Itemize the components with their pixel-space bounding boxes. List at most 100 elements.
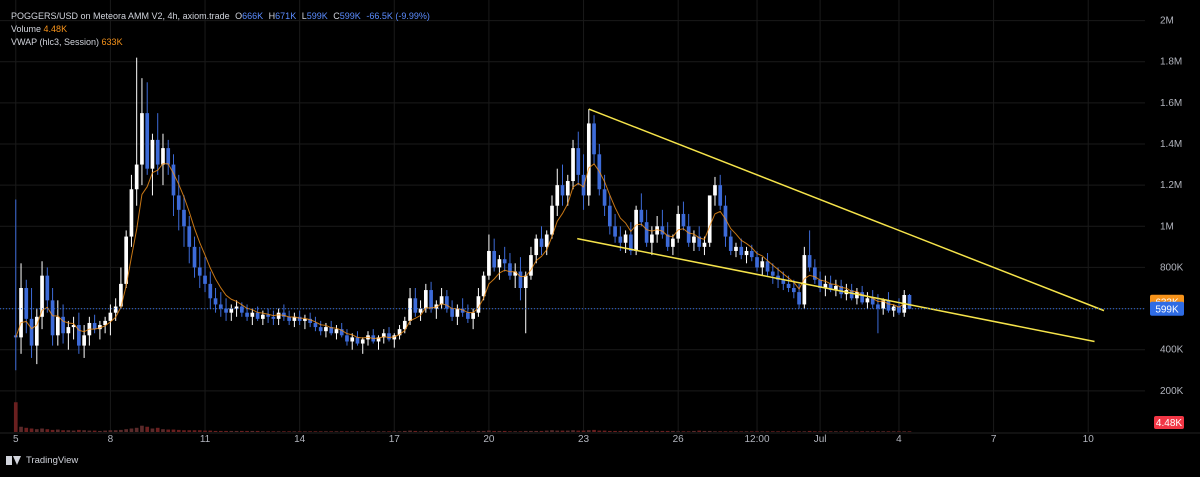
volume-label[interactable]: Volume: [11, 24, 42, 34]
volume-bar: [534, 430, 539, 432]
volume-bar: [324, 431, 328, 432]
candle-body: [455, 308, 460, 317]
open-value: 666K: [242, 11, 264, 21]
y-tick-label: 1M: [1160, 221, 1174, 232]
candle-body: [413, 298, 418, 313]
candle-body: [108, 312, 113, 321]
volume-bar: [492, 430, 497, 432]
candle-body: [192, 246, 197, 268]
volume-bar: [660, 430, 665, 432]
volume-bar: [29, 428, 34, 432]
volume-bar: [329, 431, 334, 432]
candle-body: [397, 329, 402, 336]
candle-body: [155, 139, 160, 165]
volume-bar: [82, 430, 86, 432]
candle-body: [634, 209, 638, 251]
volume-bar: [529, 430, 533, 432]
candle-body: [408, 298, 412, 321]
x-tick-label: 20: [483, 434, 495, 445]
volume-bar: [455, 431, 460, 432]
candle-body: [113, 306, 118, 313]
volume-bar: [92, 430, 97, 432]
candle-body: [439, 296, 444, 305]
candle-body: [318, 327, 323, 332]
candle-body: [402, 320, 407, 330]
volume-bar: [124, 429, 129, 432]
candle-body: [502, 259, 507, 264]
candle-body: [203, 275, 207, 284]
volume-bar: [450, 431, 454, 432]
candle-body: [376, 337, 381, 342]
candle-body: [140, 113, 144, 165]
candle-body: [529, 255, 533, 276]
volume-bar: [681, 431, 686, 432]
volume-bar: [613, 430, 617, 432]
low-label: L: [301, 11, 307, 21]
volume-bar: [471, 431, 475, 432]
volume-bar: [723, 431, 728, 432]
grid: [0, 0, 1145, 432]
volume-bar: [360, 431, 365, 432]
volume-bar: [429, 430, 433, 432]
volume-bar: [676, 431, 681, 432]
volume-bar: [66, 430, 71, 432]
volume-bar: [213, 430, 218, 432]
candle-body: [324, 327, 328, 332]
candle-body: [655, 226, 659, 235]
volume-bar: [334, 431, 339, 432]
volume-bar: [629, 430, 633, 432]
volume-bar: [870, 431, 875, 432]
candle-body: [770, 271, 775, 276]
volume-bar: [749, 431, 754, 432]
volume-bar: [897, 431, 901, 432]
candle-body: [381, 333, 386, 338]
volume-bar: [129, 428, 134, 432]
candle-body: [339, 329, 344, 336]
volume-bar: [755, 431, 759, 432]
volume-bar: [255, 430, 260, 432]
candle-body: [508, 263, 512, 276]
volume-bar: [197, 430, 202, 432]
candle-body: [66, 327, 71, 334]
volume-bar: [98, 430, 102, 432]
y-tick-label: 1.4M: [1160, 139, 1182, 150]
candle-body: [849, 290, 854, 299]
candle-body: [345, 335, 349, 342]
candle-body: [860, 292, 864, 303]
candle-body: [266, 314, 270, 317]
volume-bar: [413, 430, 418, 432]
vwap-label[interactable]: VWAP (hlc3, Session): [11, 37, 100, 47]
candle-body: [276, 312, 281, 319]
candle-body: [786, 283, 791, 288]
candle-body: [245, 312, 249, 317]
volume-bar: [692, 430, 696, 432]
trendlines[interactable]: [577, 108, 1105, 343]
tradingview-logo[interactable]: TradingView: [6, 455, 78, 466]
volume-bar: [119, 429, 123, 432]
price-tags: 633K599K4.48K: [1150, 294, 1184, 429]
volume-bar: [702, 430, 707, 432]
volume-bar: [697, 430, 702, 432]
volume-bar: [844, 431, 849, 432]
vwap-value: 633K: [101, 37, 123, 47]
volume-value: 4.48K: [43, 24, 68, 34]
candle-body: [513, 271, 518, 276]
volume-bar: [802, 431, 807, 432]
candle-body: [776, 275, 780, 280]
volume-bar: [19, 426, 23, 432]
vwap-line: [15, 163, 910, 339]
candle-body: [613, 226, 617, 237]
volume-bar: [686, 431, 691, 432]
last-price-tag-text: 599K: [1155, 304, 1179, 315]
candle-body: [707, 195, 712, 243]
candle-body: [671, 238, 675, 247]
candle-body: [308, 318, 312, 323]
candle-body: [623, 234, 628, 243]
volume-bar: [13, 402, 18, 432]
volume-bar: [860, 431, 864, 432]
volume-bar: [276, 431, 281, 432]
symbol-title[interactable]: POGGERS/USD on Meteora AMM V2, 4h, axiom…: [11, 11, 230, 21]
volume-bar: [739, 431, 744, 432]
